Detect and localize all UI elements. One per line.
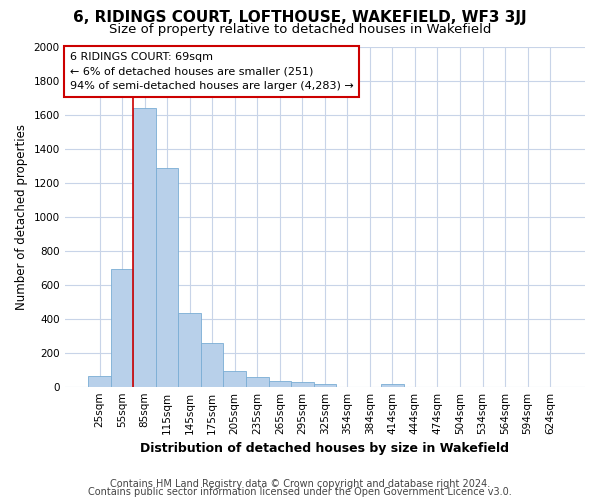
Text: 6, RIDINGS COURT, LOFTHOUSE, WAKEFIELD, WF3 3JJ: 6, RIDINGS COURT, LOFTHOUSE, WAKEFIELD, … (73, 10, 527, 25)
Bar (269, 380, 291, 386)
Bar (223, 372, 246, 386)
Text: Size of property relative to detached houses in Wakefield: Size of property relative to detached ho… (109, 22, 491, 36)
Y-axis label: Number of detached properties: Number of detached properties (15, 124, 28, 310)
Text: Contains HM Land Registry data © Crown copyright and database right 2024.: Contains HM Land Registry data © Crown c… (110, 479, 490, 489)
Bar (88, 376, 111, 386)
Bar (133, 108, 156, 386)
Bar (156, 168, 178, 386)
Bar (246, 378, 269, 386)
Bar (291, 382, 314, 386)
X-axis label: Distribution of detached houses by size in Wakefield: Distribution of detached houses by size … (140, 442, 509, 455)
Bar (201, 344, 223, 386)
Text: 6 RIDINGS COURT: 69sqm
← 6% of detached houses are smaller (251)
94% of semi-det: 6 RIDINGS COURT: 69sqm ← 6% of detached … (70, 52, 353, 91)
Bar (381, 384, 404, 386)
Bar (178, 312, 201, 386)
Bar (111, 270, 133, 386)
Bar (314, 384, 336, 386)
Text: Contains public sector information licensed under the Open Government Licence v3: Contains public sector information licen… (88, 487, 512, 497)
